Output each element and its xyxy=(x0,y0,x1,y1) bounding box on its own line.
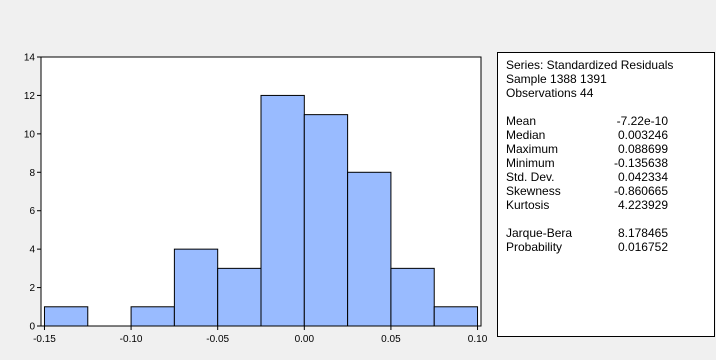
stat-label: Mean xyxy=(506,114,537,128)
y-tick-label: 12 xyxy=(24,91,36,102)
stat-row-median: Median 0.003246 xyxy=(506,128,714,142)
observation-count: Observations 44 xyxy=(506,86,594,100)
y-tick-label: 14 xyxy=(24,53,36,64)
stat-row-jarque-bera: Jarque-Bera 8.178465 xyxy=(506,226,714,240)
stat-value: -7.22e-10 xyxy=(616,114,668,128)
histogram-bar xyxy=(217,267,262,327)
stat-value: -0.860665 xyxy=(613,184,668,198)
x-tick-label: 0.05 xyxy=(381,334,401,345)
y-tick-label: 8 xyxy=(29,168,35,179)
stat-label: Probability xyxy=(506,240,563,254)
y-tick-label: 4 xyxy=(29,245,35,256)
y-tick-label: 2 xyxy=(29,283,35,294)
stat-row-probability: Probability 0.016752 xyxy=(506,240,714,254)
sample-range: Sample 1388 1391 xyxy=(506,72,607,86)
stat-label: Median xyxy=(506,128,546,142)
x-axis: -0.15 -0.10 -0.05 0.00 0.05 0.10 xyxy=(33,326,488,345)
stat-row-maximum: Maximum 0.088699 xyxy=(506,142,714,156)
x-tick-label: -0.05 xyxy=(206,334,229,345)
x-tick-label: 0.10 xyxy=(468,334,488,345)
stat-value: 0.016752 xyxy=(617,240,668,254)
stat-value: 4.223929 xyxy=(617,198,668,212)
histogram-bar xyxy=(390,267,435,327)
stat-value: 0.088699 xyxy=(617,142,668,156)
histogram-bars xyxy=(43,94,479,327)
stat-label: Std. Dev. xyxy=(506,170,555,184)
histogram-bar xyxy=(173,248,219,327)
statistics-panel: Series: Standardized Residuals Sample 13… xyxy=(497,52,715,337)
stat-label: Skewness xyxy=(506,184,561,198)
y-tick-label: 0 xyxy=(29,322,35,333)
y-axis: 0 2 4 6 8 10 12 14 xyxy=(24,53,41,333)
stat-label: Minimum xyxy=(506,156,555,170)
stat-row-mean: Mean -7.22e-10 xyxy=(506,114,714,128)
normality-test-table: Jarque-Bera 8.178465 Probability 0.01675… xyxy=(506,226,714,254)
x-tick-label: -0.15 xyxy=(33,334,56,345)
stat-row-skewness: Skewness -0.860665 xyxy=(506,184,714,198)
histogram-bar xyxy=(43,306,89,327)
histogram-bar xyxy=(433,306,479,327)
stat-row-minimum: Minimum -0.135638 xyxy=(506,156,714,170)
stat-label: Jarque-Bera xyxy=(506,226,573,240)
stat-row-kurtosis: Kurtosis 4.223929 xyxy=(506,198,714,212)
x-tick-label: 0.00 xyxy=(295,334,315,345)
stat-row-std-dev: Std. Dev. 0.042334 xyxy=(506,170,714,184)
stat-value: -0.135638 xyxy=(613,156,668,170)
y-tick-label: 10 xyxy=(24,129,36,140)
histogram-bar xyxy=(130,306,175,327)
histogram-bar xyxy=(347,171,392,327)
stat-value: 0.003246 xyxy=(617,128,668,142)
x-tick-label: -0.10 xyxy=(120,334,143,345)
y-tick-label: 6 xyxy=(29,206,35,217)
stats-table: Mean -7.22e-10 Median 0.003246 Maximum 0… xyxy=(506,114,714,212)
stat-value: 0.042334 xyxy=(617,170,668,184)
histogram-bar xyxy=(260,94,305,327)
series-name: Series: Standardized Residuals xyxy=(506,58,674,72)
stat-value: 8.178465 xyxy=(617,226,668,240)
stat-label: Kurtosis xyxy=(506,198,550,212)
histogram-bar xyxy=(303,114,349,327)
stat-label: Maximum xyxy=(506,142,559,156)
